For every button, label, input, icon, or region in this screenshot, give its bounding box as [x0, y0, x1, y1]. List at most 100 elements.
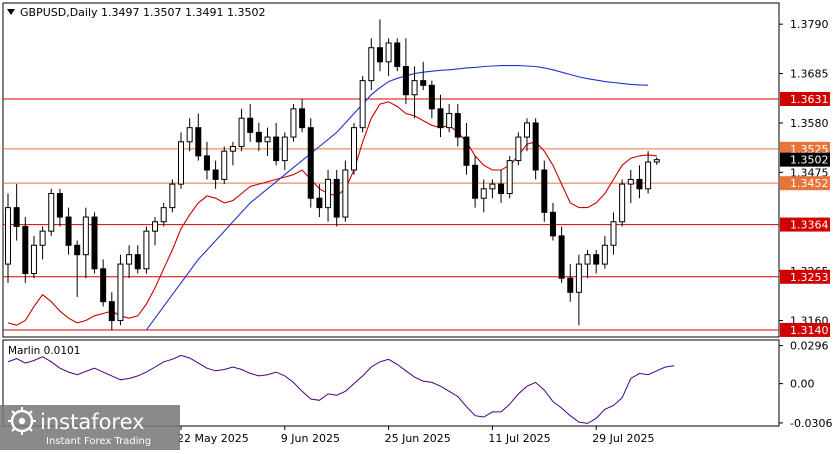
level-labels: 1.3631 1.3525 1.3452 1.3364 1.3253 1.3140 1.35… [780, 91, 830, 337]
candle [359, 75, 366, 133]
candle [203, 141, 210, 180]
bear-candle-body [567, 277, 574, 293]
bear-candle-body [273, 136, 280, 162]
bull-candle-body [524, 122, 530, 138]
candle [82, 207, 89, 279]
bear-candle-body [498, 183, 505, 195]
watermark-tagline: Instant Forex Trading [46, 436, 151, 447]
oscillator-axis: 0.0296 0.00 -0.0306 [779, 340, 832, 430]
candle [22, 217, 29, 283]
candle [489, 179, 496, 199]
candle [281, 132, 288, 170]
watermark: instaforex Instant Forex Trading [0, 405, 180, 450]
candle [74, 240, 81, 298]
candle [39, 226, 46, 260]
bull-candle-body [229, 145, 236, 152]
candle [299, 99, 306, 133]
candles [5, 19, 660, 330]
level-label: 1.3525 [790, 143, 829, 156]
candle [506, 155, 513, 199]
bull-candle-body [385, 42, 392, 63]
moving-averages [7, 65, 657, 331]
bull-candle-body [281, 136, 288, 162]
bull-candle-body [610, 221, 617, 246]
candle [627, 170, 634, 203]
bear-candle-body [247, 117, 254, 133]
bull-candle-body [117, 263, 124, 322]
time-tick-label: 22 May 2025 [177, 432, 249, 445]
candle [463, 122, 470, 175]
candle [541, 160, 548, 222]
bull-candle-body [169, 183, 176, 209]
price-tick-label: 1.3790 [790, 18, 829, 31]
bull-candle-body [575, 263, 582, 293]
candle [437, 94, 444, 138]
bull-candle-body [342, 169, 349, 218]
bull-candle-body [238, 117, 245, 147]
candle [480, 179, 487, 213]
candle [411, 66, 418, 119]
oscillator-tick-label: -0.0306 [790, 417, 832, 430]
candle [567, 264, 574, 302]
level-label-box [780, 322, 830, 337]
bull-candle-body [601, 244, 608, 265]
bull-candle-body [30, 244, 37, 274]
candle [100, 259, 107, 307]
bear-candle-body [593, 254, 600, 265]
candle [229, 141, 236, 166]
bear-candle-body [134, 254, 141, 270]
candle [472, 155, 479, 208]
candle [152, 217, 159, 246]
bull-candle-body [368, 47, 375, 82]
candle [619, 179, 626, 227]
bear-candle-body [420, 80, 427, 86]
candle [394, 38, 401, 72]
bull-candle-body [446, 113, 453, 129]
bear-candle-body [74, 244, 81, 256]
oscillator-panel-frame [2, 339, 780, 427]
level-label-box [780, 269, 830, 284]
candle [454, 104, 461, 147]
bear-candle-body [307, 127, 314, 199]
bear-candle-body [394, 42, 401, 68]
candle [30, 235, 37, 279]
candle [48, 188, 55, 236]
bull-candle-body [325, 178, 332, 209]
bear-candle-body [65, 216, 72, 246]
candle [108, 292, 115, 330]
oscillator-tick-label: 0.0296 [790, 340, 829, 353]
marlin-line [7, 354, 675, 424]
candle [221, 146, 228, 185]
bull-candle-body [506, 160, 513, 195]
level-label-box [780, 217, 830, 232]
level-label-box [780, 91, 830, 106]
bull-candle-body [645, 161, 652, 190]
level-label: 1.3253 [790, 271, 829, 284]
candle [169, 179, 176, 213]
candle [558, 226, 565, 283]
bear-candle-body [108, 301, 115, 322]
bear-candle-body [212, 169, 219, 180]
candle [255, 122, 262, 152]
candle [273, 122, 280, 166]
candle [515, 132, 522, 166]
candle [143, 226, 150, 274]
level-label: 1.3452 [790, 177, 829, 190]
current-price-box [780, 152, 830, 167]
bull-candle-body [653, 159, 660, 163]
level-label: 1.3364 [790, 219, 829, 232]
candle [238, 108, 245, 152]
time-tick-label: 29 Jul 2025 [592, 432, 654, 445]
candle [13, 184, 20, 241]
bear-candle-body [255, 131, 262, 143]
collapse-arrow-icon[interactable] [7, 9, 15, 15]
bear-candle-body [428, 84, 435, 110]
bull-candle-body [351, 127, 357, 171]
bear-candle-body [549, 211, 556, 237]
bull-candle-body [82, 216, 89, 256]
bear-candle-body [558, 235, 565, 279]
bull-candle-body [48, 193, 55, 232]
time-axis: 22 May 2025 9 Jun 2025 25 Jun 2025 11 Jul 2… [177, 426, 654, 445]
